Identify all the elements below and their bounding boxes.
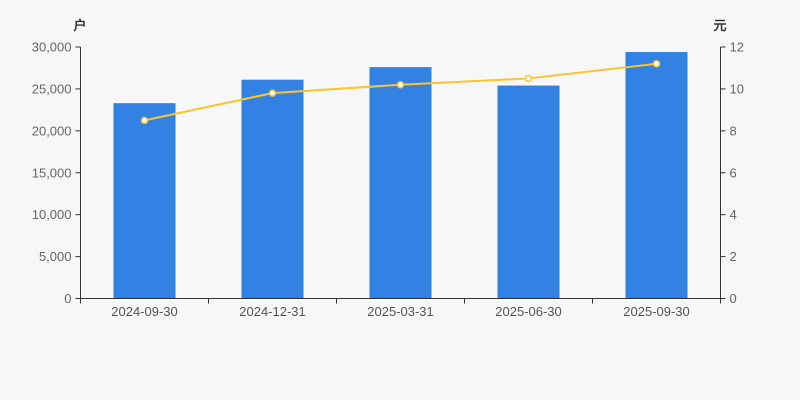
- bar-2024-09-30[interactable]: [113, 103, 176, 299]
- right-axis-tick-label: 4: [730, 207, 737, 222]
- right-axis-tick-label: 8: [730, 123, 737, 138]
- bar-2025-06-30[interactable]: [497, 85, 560, 299]
- right-axis-tick-label: 0: [730, 291, 737, 306]
- bar-2024-12-31[interactable]: [241, 79, 304, 299]
- right-axis-tick-label: 12: [730, 40, 744, 55]
- bar-2025-03-31[interactable]: [369, 67, 432, 299]
- right-axis-tick-label: 10: [730, 81, 744, 96]
- x-category-label: 2024-09-30: [111, 304, 178, 319]
- x-category-label: 2025-03-31: [367, 304, 434, 319]
- line-point-2025-03-31[interactable]: [396, 80, 405, 89]
- line-point-2025-06-30[interactable]: [524, 74, 533, 83]
- line-point-2024-12-31[interactable]: [268, 89, 277, 97]
- x-category-label: 2024-12-31: [239, 304, 306, 319]
- x-category-label: 2025-06-30: [495, 304, 562, 319]
- right-axis-tick-label: 6: [730, 165, 737, 180]
- left-axis-tick-label: 10,000: [32, 207, 72, 222]
- left-axis-unit-label: 户: [73, 18, 87, 33]
- left-axis-tick-label: 15,000: [32, 165, 72, 180]
- left-axis-tick-label: 25,000: [32, 81, 72, 96]
- left-axis-tick-label: 0: [64, 291, 71, 306]
- left-axis-tick-label: 20,000: [32, 123, 72, 138]
- line-point-2025-09-30[interactable]: [652, 60, 661, 68]
- right-axis-tick-label: 2: [730, 249, 737, 264]
- right-axis-unit-label: 元: [713, 18, 727, 33]
- x-category-label: 2025-09-30: [623, 304, 690, 319]
- bar-2025-09-30[interactable]: [625, 52, 688, 299]
- left-axis-tick-label: 5,000: [39, 249, 72, 264]
- left-axis-tick-label: 30,000: [32, 40, 72, 55]
- line-point-2024-09-30[interactable]: [140, 116, 149, 125]
